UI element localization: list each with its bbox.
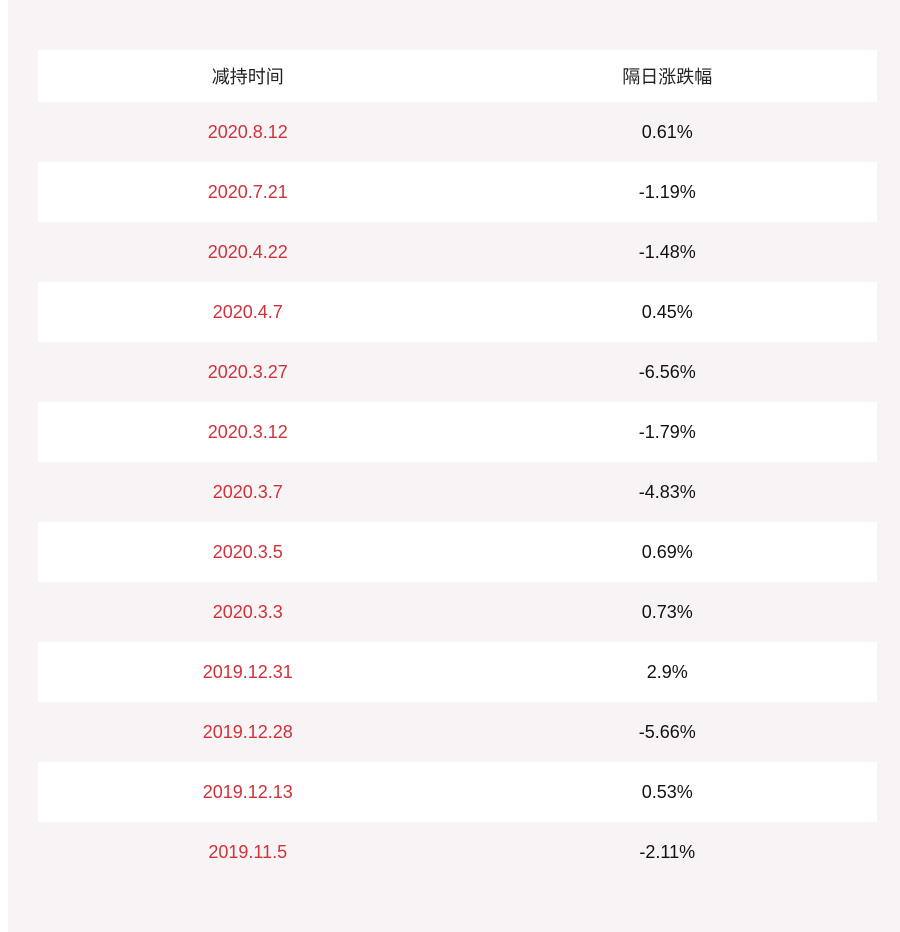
date-cell: 2019.12.13 [202, 781, 293, 802]
header-cell: 隔日涨跌幅 [622, 67, 713, 87]
date-cell: 2020.3.3 [212, 601, 283, 622]
date-cell: 2019.11.5 [208, 841, 288, 862]
change-cell: -2.11% [639, 841, 696, 862]
table-row: 2020.4.7 0.45% [38, 282, 877, 342]
change-cell: -5.66% [638, 721, 696, 742]
change-cell: 2.9% [646, 661, 688, 682]
change-cell: -1.19% [638, 181, 696, 202]
table-row: 2020.3.5 0.69% [38, 522, 877, 582]
table-row: 2020.3.12 -1.79% [38, 402, 877, 462]
date-cell: 2020.4.7 [212, 301, 283, 322]
table-row: 2019.12.28 -5.66% [38, 702, 877, 762]
change-cell: -1.48% [638, 241, 696, 262]
date-cell: 2020.3.7 [212, 481, 283, 502]
date-cell: 2020.3.5 [212, 541, 283, 562]
change-cell: -4.83% [638, 481, 696, 502]
change-cell: -1.79% [638, 421, 696, 442]
change-cell: 0.73% [641, 601, 693, 622]
change-cell: 0.61% [641, 121, 693, 142]
table-row: 2020.8.12 0.61% [38, 102, 877, 162]
header-cell: 减持时间 [211, 67, 284, 87]
change-cell: -6.56% [638, 361, 696, 382]
table-row: 2020.3.27 -6.56% [38, 342, 877, 402]
table-row: 2020.3.3 0.73% [38, 582, 877, 642]
panel: 减持时间 隔日涨跌幅 2020.8.12 0.61% 2020.7.21 -1.19%… [8, 0, 900, 932]
date-cell: 2019.12.31 [202, 661, 293, 682]
table-row: 2020.3.7 -4.83% [38, 462, 877, 522]
table-row: 2020.4.22 -1.48% [38, 222, 877, 282]
date-cell: 2020.7.21 [207, 181, 288, 202]
table-row: 2020.7.21 -1.19% [38, 162, 877, 222]
date-cell: 2020.3.12 [207, 421, 288, 442]
table-row: 2019.11.5 -2.11% [38, 822, 877, 882]
change-cell: 0.69% [641, 541, 693, 562]
change-cell: 0.45% [641, 301, 693, 322]
table-row: 2019.12.13 0.53% [38, 762, 877, 822]
header-row: 减持时间 隔日涨跌幅 [38, 50, 877, 102]
change-cell: 0.53% [641, 781, 693, 802]
table-row: 2019.12.31 2.9% [38, 642, 877, 702]
date-cell: 2020.4.22 [207, 241, 288, 262]
date-cell: 2020.8.12 [207, 121, 288, 142]
date-cell: 2019.12.28 [202, 721, 293, 742]
date-cell: 2020.3.27 [207, 361, 288, 382]
table: 减持时间 隔日涨跌幅 2020.8.12 0.61% 2020.7.21 -1.19%… [38, 50, 877, 882]
